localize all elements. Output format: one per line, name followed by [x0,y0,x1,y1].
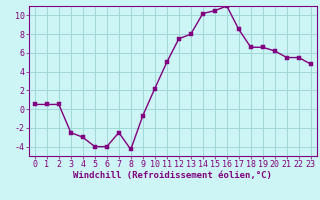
X-axis label: Windchill (Refroidissement éolien,°C): Windchill (Refroidissement éolien,°C) [73,171,272,180]
